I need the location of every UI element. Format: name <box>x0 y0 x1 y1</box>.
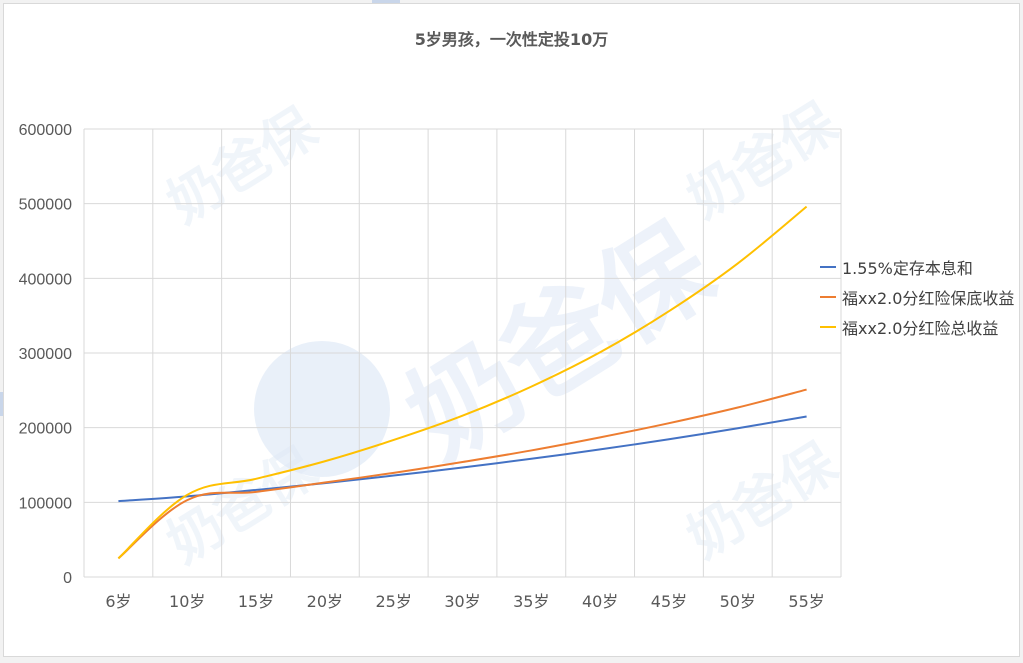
legend-label-guaranteed: 福xx2.0分红险保底收益 <box>842 289 1015 308</box>
watermark-text-0: 奶爸保 <box>386 200 735 484</box>
x-tick-label: 30岁 <box>444 592 480 611</box>
legend-label-deposit: 1.55%定存本息和 <box>842 259 973 278</box>
legend-item-deposit: 1.55%定存本息和 <box>820 252 1014 282</box>
y-tick-label: 0 <box>63 570 72 587</box>
y-tick-label: 400000 <box>19 271 72 288</box>
series-line-guaranteed <box>117 388 807 560</box>
watermark-text-2: 奶爸保 <box>677 91 849 231</box>
legend-swatch-guaranteed <box>820 296 836 298</box>
watermark-logo <box>254 341 390 477</box>
x-tick-label: 55岁 <box>788 592 824 611</box>
series-line-total <box>117 205 808 560</box>
x-tick-label: 25岁 <box>375 592 411 611</box>
x-tick-label: 6岁 <box>105 592 131 611</box>
watermark-text-1: 奶爸保 <box>157 96 329 236</box>
y-tick-label: 500000 <box>19 197 72 214</box>
row-selection-mark <box>0 392 3 416</box>
y-tick-label: 600000 <box>19 122 72 139</box>
legend-item-guaranteed: 福xx2.0分红险保底收益 <box>820 282 1014 312</box>
x-tick-label: 40岁 <box>582 592 618 611</box>
legend-swatch-deposit <box>820 266 836 268</box>
y-tick-label: 100000 <box>19 495 72 512</box>
chart-legend: 1.55%定存本息和 福xx2.0分红险保底收益 福xx2.0分红险总收益 <box>820 252 1014 342</box>
y-tick-label: 200000 <box>19 421 72 438</box>
x-tick-label: 45岁 <box>651 592 687 611</box>
x-tick-label: 20岁 <box>307 592 343 611</box>
x-tick-label: 15岁 <box>238 592 274 611</box>
watermark-text-4: 奶爸保 <box>677 431 849 571</box>
x-tick-label: 50岁 <box>720 592 756 611</box>
sheet-tab-indicator <box>372 0 400 4</box>
chart-area[interactable]: 5岁男孩，一次性定投10万 奶爸保 奶爸保 奶爸保 奶爸保 奶爸保 0 100000 2000… <box>3 3 1020 657</box>
x-tick-label: 10岁 <box>169 592 205 611</box>
x-tick-label: 35岁 <box>513 592 549 611</box>
y-tick-label: 300000 <box>19 346 72 363</box>
watermark-text-3: 奶爸保 <box>157 436 329 576</box>
legend-item-total: 福xx2.0分红险总收益 <box>820 312 1014 342</box>
legend-label-total: 福xx2.0分红险总收益 <box>842 319 999 338</box>
legend-swatch-total <box>820 326 836 328</box>
chart-title: 5岁男孩，一次性定投10万 <box>414 30 609 49</box>
